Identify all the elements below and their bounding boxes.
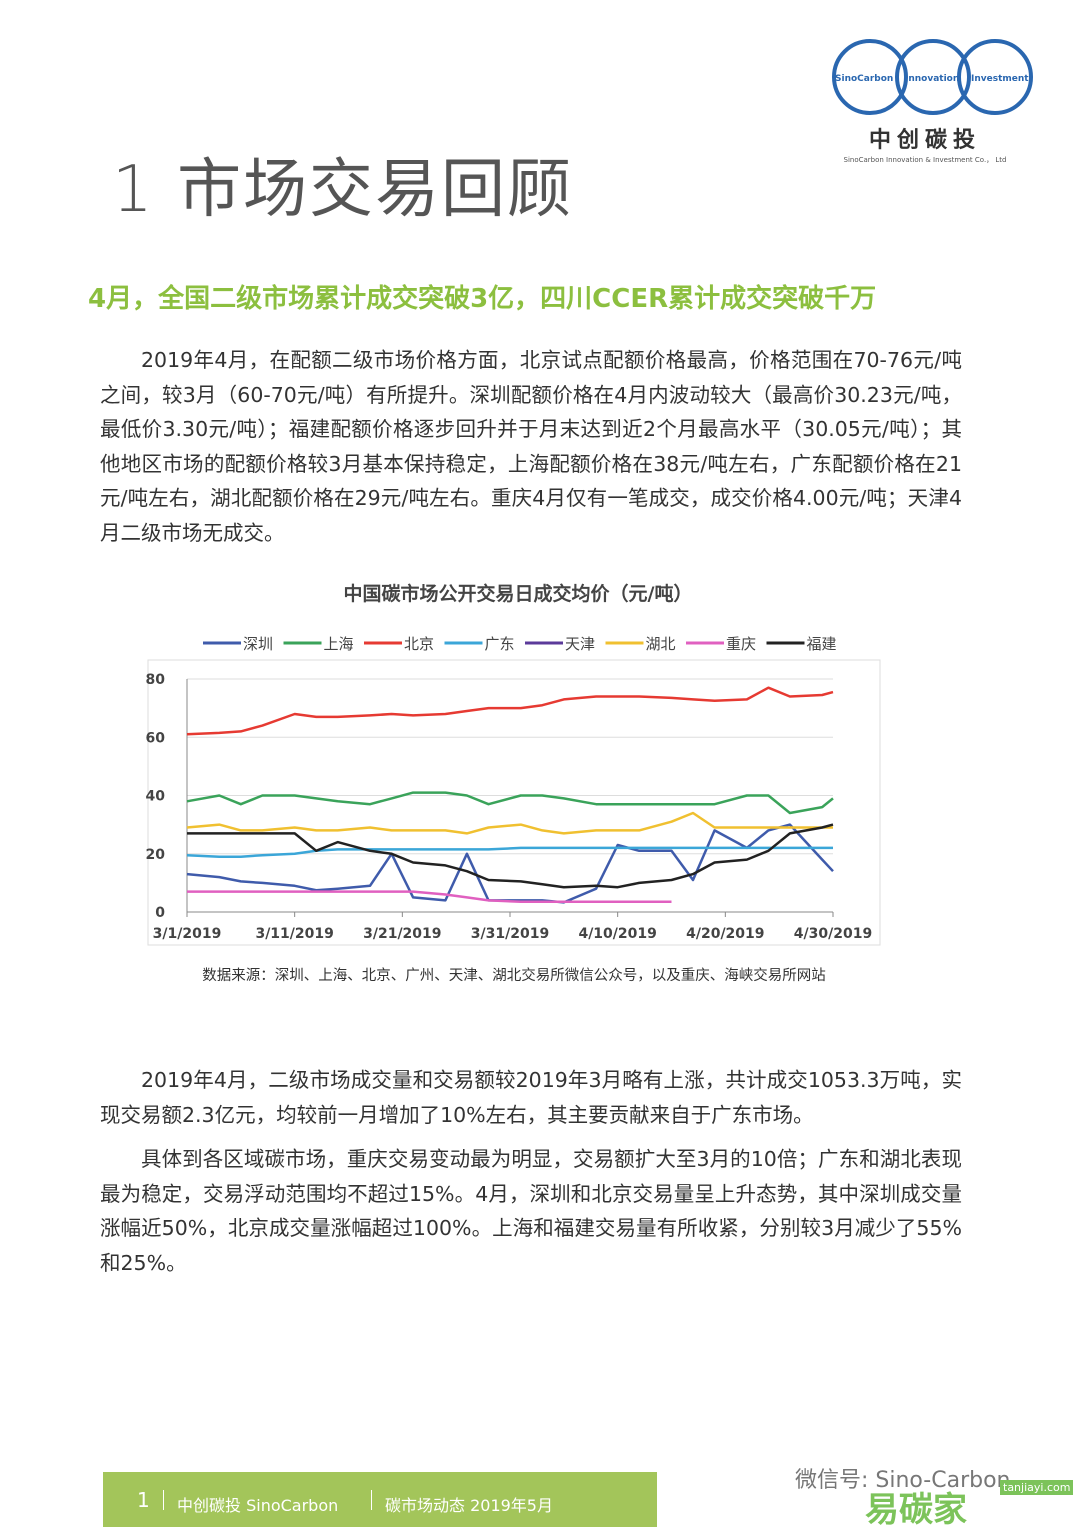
y-tick-label: 40 <box>146 789 166 805</box>
watermark-url: tanjiayi.com <box>1000 1480 1074 1495</box>
watermark-site: 易碳家 <box>865 1490 967 1530</box>
logo-ring <box>832 39 908 115</box>
series-line <box>187 823 834 889</box>
logo-company: SinoCarbon Innovation & Investment Co.， … <box>844 156 1007 164</box>
legend-label: 重庆 <box>726 635 756 653</box>
logo-name: 中创碳投 <box>869 128 981 153</box>
legend-label: 福建 <box>807 635 837 653</box>
y-tick-label: 80 <box>146 672 166 688</box>
section-title: 1 市场交易回顾 <box>112 153 574 227</box>
x-tick-label: 4/10/2019 <box>578 926 656 942</box>
series-line <box>186 823 834 904</box>
logo-text: SinoCarbon <box>835 74 893 84</box>
page-number: 1 <box>137 1488 150 1512</box>
y-tick-label: 0 <box>155 905 165 921</box>
logo-ring <box>895 39 971 115</box>
legend-label: 上海 <box>324 635 354 653</box>
legend-label: 北京 <box>404 635 434 653</box>
x-tick-label: 3/31/2019 <box>471 926 549 942</box>
series-line <box>186 811 833 835</box>
legend-label: 湖北 <box>646 635 676 653</box>
separator <box>163 1490 164 1510</box>
logo-text: Investment <box>971 74 1029 84</box>
logo-ring <box>957 39 1033 115</box>
chart-title: 中国碳市场公开交易日成交均价（元/吨） <box>344 582 693 605</box>
plot-frame <box>147 659 881 946</box>
legend-label: 深圳 <box>243 635 273 653</box>
paragraph: 2019年4月，在配额二级市场价格方面，北京试点配额价格最高，价格范围在70-7… <box>100 348 962 545</box>
chart-note: 数据来源：深圳、上海、北京、广州、天津、湖北交易所微信公众号，以及重庆、海峡交易… <box>202 966 826 984</box>
paragraph: 2019年4月，二级市场成交量和交易额较2019年3月略有上涨，共计成交1053… <box>100 1068 962 1127</box>
chart: 中国碳市场公开交易日成交均价（元/吨） 数据来源：深圳、上海、北京、广州、天津、… <box>146 582 881 984</box>
series-line <box>186 846 833 858</box>
footer-brand: 中创碳投 SinoCarbon <box>177 1496 339 1515</box>
series-line <box>186 791 834 815</box>
x-tick-label: 3/21/2019 <box>363 926 441 942</box>
legend-label: 天津 <box>565 635 595 653</box>
watermark-wechat: 微信号: Sino-Carbon <box>795 1468 1011 1493</box>
series-line <box>186 686 834 736</box>
footer-issue: 碳市场动态 2019年5月 <box>385 1496 553 1515</box>
separator <box>371 1490 372 1510</box>
x-tick-label: 3/1/2019 <box>153 926 222 942</box>
x-tick-label: 4/20/2019 <box>686 926 764 942</box>
legend-label: 广东 <box>485 635 515 653</box>
logo-text: Innovation <box>905 74 959 84</box>
logo: SinoCarbon Innovation Investment 中创碳投 Si… <box>832 39 1033 164</box>
y-tick-label: 60 <box>146 730 166 746</box>
x-tick-label: 3/11/2019 <box>255 926 333 942</box>
paragraph: 具体到各区域碳市场，重庆交易变动最为明显，交易额扩大至3月的10倍；广东和湖北表… <box>100 1147 962 1275</box>
series-line <box>187 890 672 904</box>
section-subtitle: 4月，全国二级市场累计成交突破3亿，四川CCER累计成交突破千万 <box>88 284 877 314</box>
footer-bar: 1 中创碳投 SinoCarbon 碳市场动态 2019年5月 <box>103 1472 657 1527</box>
x-tick-label: 4/30/2019 <box>794 926 872 942</box>
y-tick-label: 20 <box>146 847 166 863</box>
